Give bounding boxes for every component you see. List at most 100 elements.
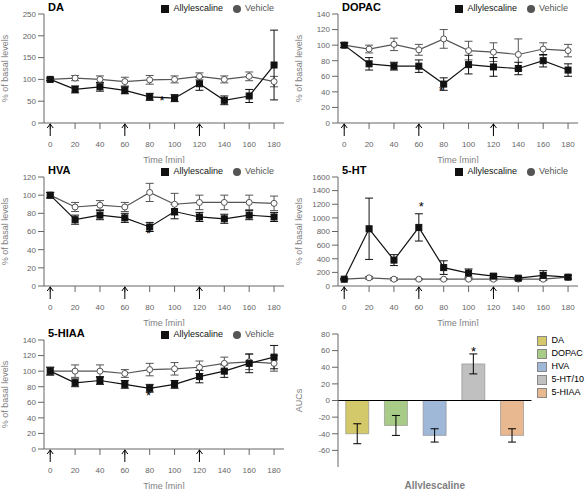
svg-text:140: 140 xyxy=(218,466,232,475)
svg-text:40: 40 xyxy=(390,140,399,149)
svg-text:1000: 1000 xyxy=(312,214,330,223)
svg-text:Allylescaline: Allylescaline xyxy=(404,480,465,489)
svg-text:120: 120 xyxy=(317,25,331,34)
svg-text:% of basal levels: % of basal levels xyxy=(294,34,304,102)
svg-text:0: 0 xyxy=(326,282,331,291)
svg-text:1200: 1200 xyxy=(312,200,330,209)
svg-text:60: 60 xyxy=(120,466,129,475)
svg-text:20: 20 xyxy=(71,466,80,475)
svg-text:40: 40 xyxy=(96,303,105,312)
svg-text:160: 160 xyxy=(243,140,257,149)
svg-text:80: 80 xyxy=(321,57,330,66)
svg-text:0: 0 xyxy=(342,303,347,312)
svg-text:140: 140 xyxy=(317,10,331,19)
svg-text:80: 80 xyxy=(27,209,36,218)
svg-text:100: 100 xyxy=(168,303,182,312)
svg-text:60: 60 xyxy=(120,303,129,312)
svg-text:% of basal levels: % of basal levels xyxy=(8,197,10,265)
svg-text:120: 120 xyxy=(487,303,501,312)
svg-text:20: 20 xyxy=(27,264,36,273)
svg-text:0: 0 xyxy=(32,119,37,128)
svg-text:60: 60 xyxy=(120,140,129,149)
svg-text:60: 60 xyxy=(414,140,423,149)
svg-text:40: 40 xyxy=(96,466,105,475)
svg-text:160: 160 xyxy=(537,140,551,149)
svg-text:80: 80 xyxy=(145,140,154,149)
svg-text:180: 180 xyxy=(561,140,575,149)
svg-text:150: 150 xyxy=(23,53,37,62)
svg-text:-60: -60 xyxy=(318,446,330,455)
svg-text:80: 80 xyxy=(321,330,330,339)
svg-text:% of basal levels: % of basal levels xyxy=(8,360,10,428)
svg-text:140: 140 xyxy=(23,336,37,345)
svg-text:0: 0 xyxy=(48,140,53,149)
svg-text:800: 800 xyxy=(317,227,331,236)
svg-text:400: 400 xyxy=(317,255,331,264)
svg-text:20: 20 xyxy=(321,103,330,112)
svg-text:Time [min]: Time [min] xyxy=(143,318,185,326)
svg-text:140: 140 xyxy=(512,303,526,312)
svg-text:AUCs: AUCs xyxy=(294,388,304,412)
svg-text:100: 100 xyxy=(462,140,476,149)
svg-text:40: 40 xyxy=(96,140,105,149)
svg-text:180: 180 xyxy=(561,303,575,312)
svg-text:250: 250 xyxy=(23,10,37,19)
svg-text:160: 160 xyxy=(243,466,257,475)
svg-text:40: 40 xyxy=(27,246,36,255)
svg-text:0: 0 xyxy=(342,140,347,149)
svg-text:% of basal levels: % of basal levels xyxy=(8,34,10,102)
svg-text:140: 140 xyxy=(218,303,232,312)
svg-text:*: * xyxy=(471,344,476,359)
svg-text:0: 0 xyxy=(32,282,37,291)
svg-text:20: 20 xyxy=(71,303,80,312)
svg-text:180: 180 xyxy=(267,466,281,475)
svg-text:Time [min]: Time [min] xyxy=(437,318,479,326)
svg-text:200: 200 xyxy=(23,32,37,41)
svg-text:120: 120 xyxy=(23,173,37,182)
svg-text:*: * xyxy=(419,199,424,214)
svg-text:100: 100 xyxy=(23,191,37,200)
svg-text:80: 80 xyxy=(27,383,36,392)
svg-text:100: 100 xyxy=(462,303,476,312)
svg-text:80: 80 xyxy=(145,303,154,312)
svg-text:60: 60 xyxy=(414,303,423,312)
svg-text:100: 100 xyxy=(23,75,37,84)
svg-text:-20: -20 xyxy=(318,413,330,422)
svg-text:180: 180 xyxy=(267,303,281,312)
svg-text:80: 80 xyxy=(439,303,448,312)
svg-text:0: 0 xyxy=(48,303,53,312)
svg-text:140: 140 xyxy=(218,140,232,149)
svg-text:60: 60 xyxy=(321,346,330,355)
svg-text:100: 100 xyxy=(23,367,37,376)
svg-text:40: 40 xyxy=(27,414,36,423)
svg-text:1600: 1600 xyxy=(312,173,330,182)
svg-text:60: 60 xyxy=(27,398,36,407)
svg-text:Time [min]: Time [min] xyxy=(143,155,185,163)
svg-text:60: 60 xyxy=(27,227,36,236)
svg-text:40: 40 xyxy=(321,363,330,372)
svg-text:100: 100 xyxy=(168,140,182,149)
svg-text:% of basal levels: % of basal levels xyxy=(294,197,304,265)
svg-text:20: 20 xyxy=(321,380,330,389)
svg-text:160: 160 xyxy=(537,303,551,312)
svg-text:0: 0 xyxy=(48,466,53,475)
svg-text:0: 0 xyxy=(32,445,37,454)
svg-text:100: 100 xyxy=(168,466,182,475)
svg-text:80: 80 xyxy=(439,140,448,149)
svg-text:1400: 1400 xyxy=(312,186,330,195)
svg-text:0: 0 xyxy=(326,396,331,405)
svg-text:120: 120 xyxy=(193,140,207,149)
svg-text:120: 120 xyxy=(23,351,37,360)
svg-text:0: 0 xyxy=(326,119,331,128)
svg-text:20: 20 xyxy=(71,140,80,149)
svg-text:-40: -40 xyxy=(318,430,330,439)
svg-text:Time [min]: Time [min] xyxy=(143,481,185,489)
svg-text:40: 40 xyxy=(321,88,330,97)
svg-text:20: 20 xyxy=(27,429,36,438)
svg-text:200: 200 xyxy=(317,268,331,277)
svg-text:120: 120 xyxy=(193,466,207,475)
svg-text:180: 180 xyxy=(267,140,281,149)
svg-text:40: 40 xyxy=(390,303,399,312)
svg-text:*: * xyxy=(160,93,165,108)
svg-text:Time [min]: Time [min] xyxy=(437,155,479,163)
